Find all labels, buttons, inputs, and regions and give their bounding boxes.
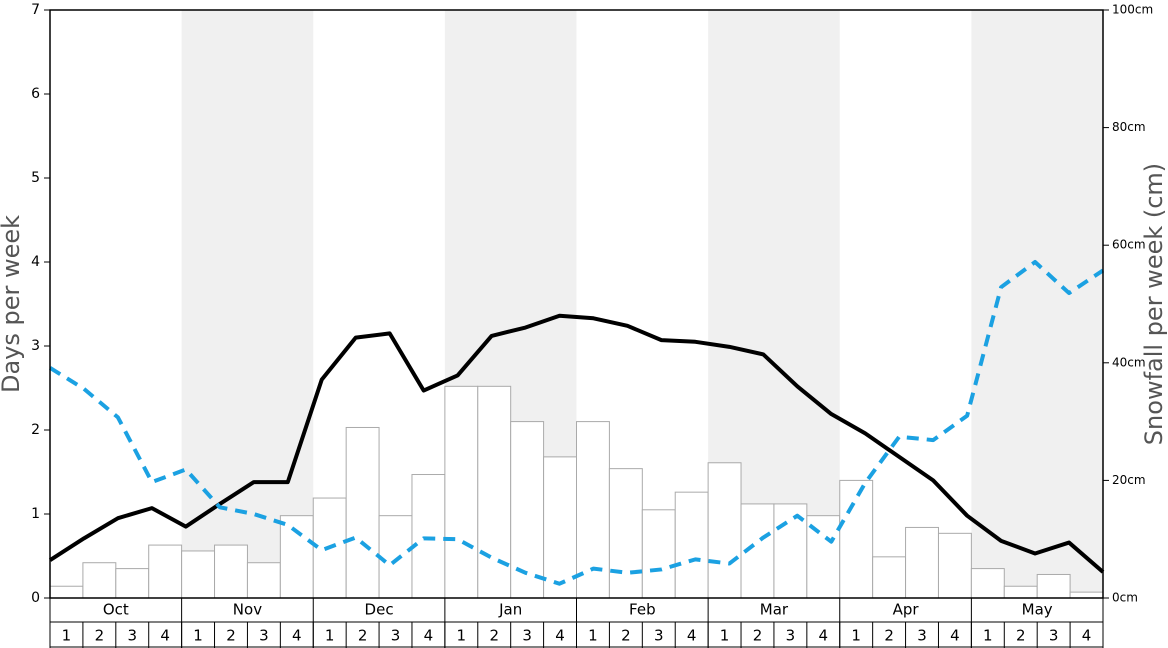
- bar: [148, 544, 183, 599]
- bar: [82, 562, 117, 599]
- y2-tick-label: 0cm: [1112, 591, 1138, 605]
- month-band: [181, 10, 314, 598]
- x-tick-label: 2: [489, 627, 499, 645]
- x-tick-label: 3: [654, 627, 664, 645]
- x-tick-label: 2: [884, 627, 894, 645]
- bar: [543, 456, 577, 599]
- month-label: May: [1022, 601, 1053, 619]
- y-tick-label: 1: [31, 506, 40, 522]
- bar: [608, 468, 643, 599]
- y-tick-label: 2: [31, 422, 40, 438]
- y-tick-label: 7: [31, 2, 40, 18]
- month-label: Jan: [498, 601, 522, 619]
- x-tick-label: 2: [226, 627, 236, 645]
- bar: [246, 562, 281, 599]
- x-tick-label: 4: [555, 627, 565, 645]
- x-tick-label: 1: [325, 627, 335, 645]
- bar: [707, 462, 742, 599]
- x-tick-label: 2: [621, 627, 631, 645]
- y-tick-label: 6: [31, 86, 40, 102]
- x-tick-label: 4: [424, 627, 434, 645]
- bar: [641, 509, 676, 599]
- line: [48, 260, 1105, 586]
- x-tick-label: 3: [127, 627, 137, 645]
- bar: [214, 544, 248, 599]
- y2-tick-label: 60cm: [1112, 238, 1146, 252]
- x-tick-label: 1: [193, 627, 203, 645]
- x-tick-label: 3: [786, 627, 796, 645]
- line: [48, 313, 1105, 574]
- x-tick-label: 4: [950, 627, 960, 645]
- y2-tick-label: 80cm: [1112, 120, 1146, 134]
- bar: [576, 421, 610, 599]
- x-tick-label: 3: [391, 627, 401, 645]
- x-tick-label: 3: [259, 627, 269, 645]
- y-axis-title: Days per week: [0, 215, 25, 393]
- y2-axis-title: Snowfall per week (cm): [1140, 163, 1168, 445]
- x-tick-label: 1: [457, 627, 467, 645]
- x-tick-label: 1: [720, 627, 730, 645]
- bar: [839, 479, 874, 599]
- x-tick-label: 2: [753, 627, 763, 645]
- month-band: [971, 10, 1103, 598]
- bar: [115, 568, 150, 599]
- x-tick-label: 1: [983, 627, 993, 645]
- bar: [937, 532, 972, 599]
- x-tick-label: 4: [687, 627, 697, 645]
- y-tick-label: 4: [31, 254, 40, 270]
- x-tick-label: 4: [292, 627, 302, 645]
- bar: [181, 550, 216, 599]
- month-label: Oct: [103, 601, 129, 619]
- bar: [1069, 591, 1104, 599]
- x-tick-label: 3: [917, 627, 927, 645]
- x-tick-label: 2: [1016, 627, 1026, 645]
- bar: [378, 515, 413, 599]
- bar: [905, 526, 939, 599]
- y2-tick-label: 40cm: [1112, 355, 1146, 369]
- y-tick-label: 5: [31, 170, 40, 186]
- y-tick-label: 0: [31, 590, 40, 606]
- bar: [477, 385, 512, 599]
- month-label: Nov: [233, 601, 262, 619]
- bar: [1003, 585, 1038, 599]
- bar: [1036, 573, 1071, 599]
- bar: [411, 474, 446, 599]
- month-label: Feb: [629, 601, 656, 619]
- month-label: Dec: [365, 601, 394, 619]
- y2-tick-label: 20cm: [1112, 473, 1146, 487]
- y-tick-label: 3: [31, 338, 40, 354]
- x-tick-label: 2: [95, 627, 105, 645]
- x-tick-label: 1: [851, 627, 861, 645]
- x-tick-label: 1: [62, 627, 72, 645]
- month-label: Apr: [893, 601, 920, 619]
- x-tick-label: 4: [819, 627, 829, 645]
- bar: [872, 556, 907, 599]
- x-tick-label: 4: [160, 627, 170, 645]
- bar: [49, 585, 84, 599]
- bar: [444, 385, 479, 599]
- x-tick-label: 2: [358, 627, 368, 645]
- bar: [674, 491, 709, 599]
- y2-tick-label: 100cm: [1112, 3, 1153, 17]
- x-tick-label: 4: [1082, 627, 1092, 645]
- bar: [970, 568, 1005, 599]
- x-tick-label: 1: [588, 627, 598, 645]
- month-label: Mar: [760, 601, 789, 619]
- x-tick-label: 3: [1049, 627, 1059, 645]
- bar: [345, 426, 380, 599]
- bar: [279, 515, 314, 599]
- x-tick-label: 3: [522, 627, 532, 645]
